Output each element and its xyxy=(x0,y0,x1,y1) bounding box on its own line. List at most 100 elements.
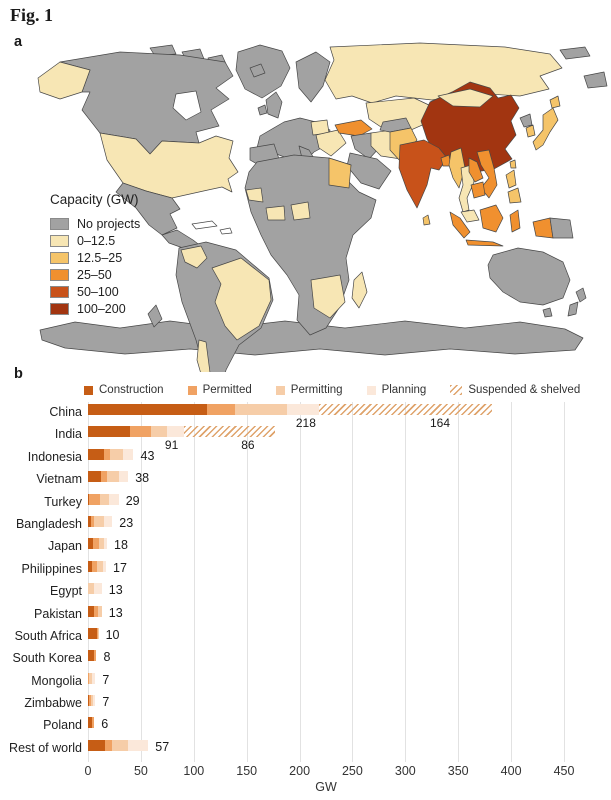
bar-segment xyxy=(130,426,152,438)
stacked-bar xyxy=(88,583,102,595)
stacked-bar xyxy=(88,650,97,662)
stacked-bar xyxy=(88,695,96,707)
bar-row: Poland 6 xyxy=(0,715,611,737)
country-label: Turkey xyxy=(44,494,82,509)
map-legend-items: No projects 0–12.5 12.5–25 25–50 50–100 100–2… xyxy=(50,217,140,316)
bar-segment xyxy=(93,538,99,550)
suspended-label: 86 xyxy=(241,437,255,452)
bar-segment xyxy=(97,560,103,572)
bar-segment xyxy=(88,717,93,729)
total-label: 7 xyxy=(102,672,110,687)
country-nigeria xyxy=(290,201,311,221)
bar-segment xyxy=(99,493,110,505)
south-america xyxy=(175,241,274,372)
bar-segment xyxy=(206,404,236,415)
bar-segment xyxy=(88,538,94,550)
country-myanmar xyxy=(448,147,466,189)
country-label: Bangladesh xyxy=(15,516,82,531)
bar-segment xyxy=(88,426,131,438)
map-legend-item: 25–50 xyxy=(50,268,140,282)
bar-segment xyxy=(89,493,100,505)
country-label: Pakistan xyxy=(34,606,82,621)
gridline xyxy=(352,402,354,762)
bar-segment xyxy=(94,605,99,617)
country-canada xyxy=(59,51,234,155)
bar-row: India 91 86 xyxy=(0,424,611,452)
total-label: 7 xyxy=(102,695,110,710)
bar-segment xyxy=(96,627,98,639)
bar-segment xyxy=(103,515,113,527)
bar-segment xyxy=(94,515,104,527)
legend-swatch xyxy=(50,218,69,230)
country-brazil xyxy=(211,257,272,341)
legend-swatch xyxy=(366,385,376,395)
bar-segment xyxy=(286,404,319,415)
gridline xyxy=(193,402,195,762)
x-tick-label: 350 xyxy=(447,764,469,778)
map-legend-item: 0–12.5 xyxy=(50,234,140,248)
legend-label: No projects xyxy=(77,217,141,231)
x-tick-label: 0 xyxy=(84,764,92,778)
legend-label: Suspended & shelved xyxy=(468,384,581,396)
country-new-zealand xyxy=(575,287,587,303)
stacked-bar xyxy=(88,739,149,751)
suspended-label: 164 xyxy=(429,415,451,430)
bar-row: South Korea 8 xyxy=(0,648,611,670)
map-legend-item: 100–200 xyxy=(50,302,140,316)
figure-title: Fig. 1 xyxy=(10,5,53,25)
x-axis-title: GW xyxy=(315,780,337,794)
bar-row: China 218 164 xyxy=(0,402,611,430)
bar-row: Japan 18 xyxy=(0,536,611,558)
x-tick-label: 150 xyxy=(236,764,258,778)
country-madagascar xyxy=(351,271,368,309)
gridline xyxy=(246,402,248,762)
gridline xyxy=(299,402,301,762)
bar-segment xyxy=(92,717,95,729)
gridline xyxy=(511,402,513,762)
map-legend-item: 50–100 xyxy=(50,285,140,299)
active-total-label: 91 xyxy=(164,437,179,452)
region-alaska xyxy=(37,61,91,100)
country-cambodia xyxy=(470,181,486,199)
bar-segment xyxy=(112,739,129,751)
bar-row: Turkey 29 xyxy=(0,492,611,514)
total-label: 38 xyxy=(135,471,150,486)
total-label: 13 xyxy=(108,605,123,620)
legend-label: 25–50 xyxy=(77,268,112,282)
chart-legend: Construction Permitted Permitting Planning S… xyxy=(84,384,580,396)
region-balkans xyxy=(315,129,347,157)
bar-segment xyxy=(167,426,185,438)
country-philippines xyxy=(505,169,517,189)
stacked-bar xyxy=(88,717,95,729)
legend-swatch xyxy=(275,385,285,395)
legend-label: Permitting xyxy=(290,384,343,396)
bar-segment xyxy=(184,426,276,438)
bar-row: Zimbabwe 7 xyxy=(0,693,611,715)
country-turkey xyxy=(334,119,373,137)
bar-row: Vietnam 38 xyxy=(0,469,611,491)
bar-segment xyxy=(100,471,107,483)
x-tick-label: 200 xyxy=(289,764,311,778)
bar-segment xyxy=(88,627,97,639)
bar-row: Philippines 17 xyxy=(0,559,611,581)
bar-segment xyxy=(97,627,99,639)
country-label: Zimbabwe xyxy=(24,696,82,711)
chart-legend-item: Permitted xyxy=(187,384,252,396)
bar-segment xyxy=(92,560,98,572)
bar-segment xyxy=(122,448,134,460)
panel-b-label: b xyxy=(14,366,23,382)
gridline xyxy=(140,402,142,762)
total-label: 29 xyxy=(125,493,140,508)
total-label: 23 xyxy=(119,515,134,530)
legend-swatch xyxy=(84,385,93,395)
country-label: South Africa xyxy=(14,628,82,643)
bar-segment xyxy=(88,471,101,483)
country-indonesia xyxy=(449,211,471,239)
legend-swatch xyxy=(187,385,197,395)
country-south-korea xyxy=(525,124,536,138)
legend-swatch xyxy=(50,286,69,298)
country-russia xyxy=(324,42,563,104)
total-label: 13 xyxy=(108,583,123,598)
chart-legend-item: Planning xyxy=(366,384,426,396)
